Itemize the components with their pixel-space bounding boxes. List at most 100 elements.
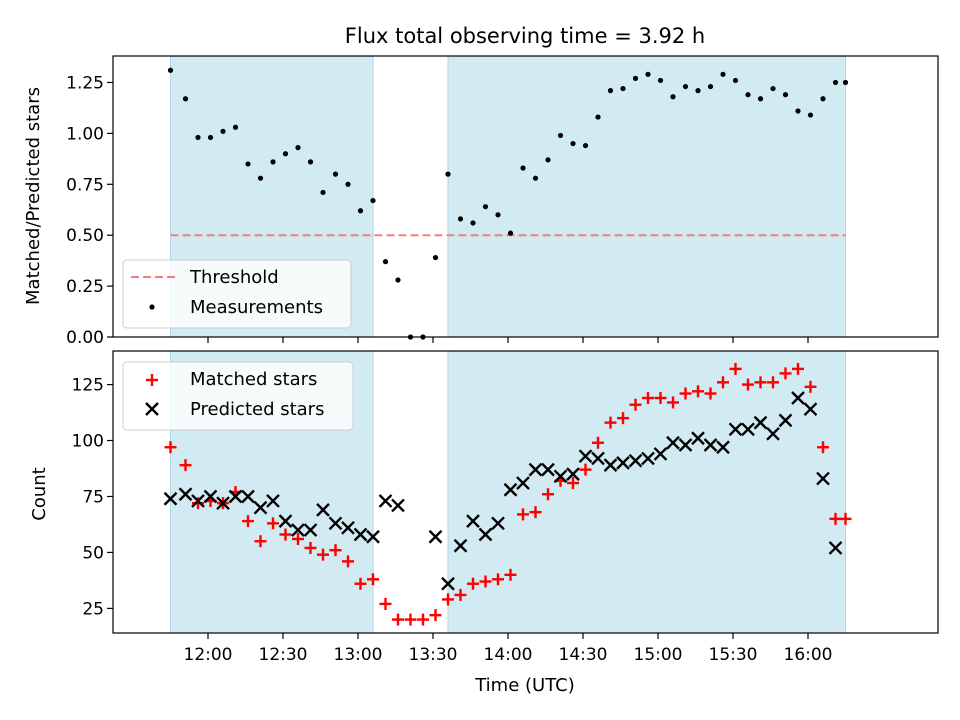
measurement-point [807,112,814,118]
matched-star-marker [779,367,792,380]
predicted-star-marker [666,435,680,450]
y-tick-label: 1.25 [66,73,104,93]
matched-star-marker [817,441,829,454]
bottom-y-ticks: 25 50 75 100 125 [72,376,113,619]
predicted-star-marker [741,422,755,437]
predicted-star-marker [641,451,655,466]
predicted-star-marker [591,451,605,466]
matched-star-marker [504,568,517,581]
matched-star-marker [279,528,292,541]
x-tick-label: 13:30 [409,645,458,665]
matched-star-marker [342,555,354,568]
measurement-point [832,79,839,86]
matched-star-marker [492,573,504,586]
matched-star-marker [242,515,254,528]
predicted-legend-swatch [145,402,159,416]
y-tick-label: 1.00 [66,124,104,144]
x-tick-label: 13:00 [334,645,383,665]
matched-star-marker [379,597,392,610]
matched-star-marker [667,396,679,409]
count-panel: 25 50 75 100 125 12:00 12:30 13:00 13:30 14:00 14… [29,350,939,696]
measurement-point [842,79,849,86]
matched-star-marker [479,575,492,588]
measurement-point [757,96,764,102]
x-tick-label: 15:30 [709,645,758,665]
measurement-point [695,88,701,94]
predicted-star-marker [791,391,805,405]
measurement-point [682,83,689,90]
matched-star-marker [429,609,442,622]
matched-star-marker [292,533,304,545]
predicted-star-marker [678,438,693,452]
measurement-point [632,75,639,81]
x-tick-label: 14:30 [559,645,608,665]
predicted-star-marker [616,456,630,470]
matched-star-marker [179,459,192,472]
predicted-star-marker [228,489,243,504]
bottom-x-ticks: 12:00 12:30 13:00 13:30 14:00 14:30 15:00 15:30… [184,633,833,665]
bottom-legend-box [122,361,354,431]
matched-star-marker [729,362,742,375]
predicted-star-marker [828,541,843,555]
measurement-point [607,88,614,94]
matched-star-marker [629,398,642,411]
measurement-point [720,71,726,77]
measurement-point [307,159,314,165]
matched-star-marker [604,416,617,429]
matched-star-marker [367,573,379,586]
top-x-ticks [207,337,809,343]
predicted-star-marker [291,523,305,537]
matched-star-marker [442,593,454,606]
matched-star-marker [704,387,717,400]
measurement-point [395,277,401,283]
measurement-point [707,83,714,90]
measurement-point [670,94,676,100]
matched-star-marker [579,463,592,476]
predicted-star-marker [391,498,405,513]
predicted-star-marker [628,453,643,468]
x-tick-label: 14:00 [484,645,533,665]
matched-star-marker [529,506,542,519]
predicted-legend-label: Predicted stars [190,399,324,420]
measurement-point [245,161,251,167]
measurement-point [357,208,364,214]
x-tick-label: 15:00 [634,645,683,665]
top-y-ticks: 0.00 0.25 0.50 0.75 1.00 1.25 [66,73,113,348]
y-tick-label: 0.50 [66,226,104,246]
matched-legend-label: Matched stars [190,369,317,390]
top-y-axis-label: Matched/Predicted stars [23,87,44,305]
matched-star-marker [354,577,367,590]
predicted-star-marker [203,489,218,504]
predicted-star-marker [753,415,768,430]
measurement-point [520,165,526,171]
predicted-star-marker [163,491,178,506]
predicted-star-marker [778,413,793,428]
predicted-star-marker [178,487,193,502]
predicted-star-marker [691,431,705,446]
predicted-star-marker [441,576,455,591]
measurement-point [382,259,389,265]
predicted-star-marker [453,538,468,553]
matched-star-marker [839,512,852,525]
predicted-star-marker [191,494,205,508]
matched-star-marker [254,535,267,548]
measurement-point [270,159,276,165]
measurement-point [732,77,739,84]
predicted-star-marker [503,482,518,497]
measurement-point [207,134,214,141]
measurement-point [195,134,201,141]
matched-star-marker [767,376,779,389]
predicted-star-marker [528,462,543,477]
predicted-star-marker [653,447,668,461]
matched-star-marker [304,541,317,554]
matched-star-marker [742,378,754,391]
predicted-star-marker [466,514,480,528]
y-tick-label: 25 [82,599,104,619]
measurements-legend-label: Measurements [190,297,323,318]
top-legend-box [122,259,352,329]
y-tick-label: 75 [82,487,104,507]
predicted-star-marker [353,527,368,542]
measurement-point [445,171,451,177]
matched-star-marker [792,362,804,375]
predicted-star-marker [716,440,730,455]
